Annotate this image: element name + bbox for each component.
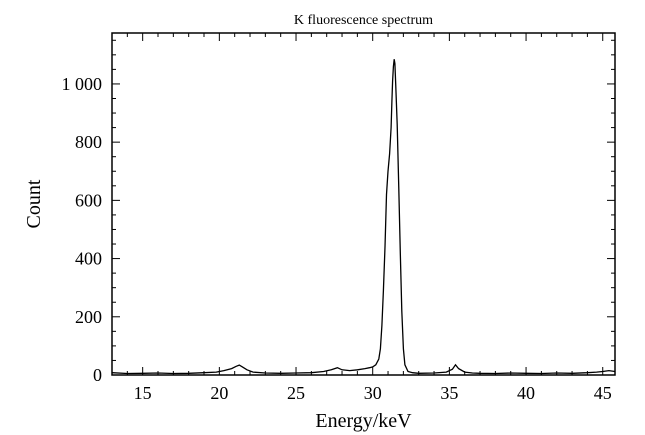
- y-tick-label: 800: [75, 132, 102, 152]
- y-axis-title: Count: [23, 179, 45, 228]
- x-tick-label: 25: [287, 383, 305, 403]
- x-tick-label: 40: [517, 383, 535, 403]
- x-tick-label: 20: [210, 383, 228, 403]
- x-axis: 15 20 25 30 35 40 45: [126, 33, 612, 403]
- y-axis: 0 200 400 600 800 1 000: [62, 39, 615, 385]
- x-tick-label: 35: [440, 383, 458, 403]
- spectrum-line: [111, 59, 616, 375]
- chart-title: K fluorescence spectrum: [294, 13, 433, 28]
- plot-frame: [111, 32, 616, 376]
- y-tick-label: 600: [75, 190, 102, 210]
- x-axis-title: Energy/keV: [315, 410, 412, 432]
- x-tick-label: 30: [364, 383, 382, 403]
- x-tick-label: 15: [134, 383, 152, 403]
- y-tick-label: 200: [75, 307, 102, 327]
- y-tick-label: 1 000: [62, 74, 103, 94]
- x-tick-label: 45: [594, 383, 612, 403]
- y-tick-label: 0: [93, 365, 102, 385]
- y-tick-label: 400: [75, 249, 102, 269]
